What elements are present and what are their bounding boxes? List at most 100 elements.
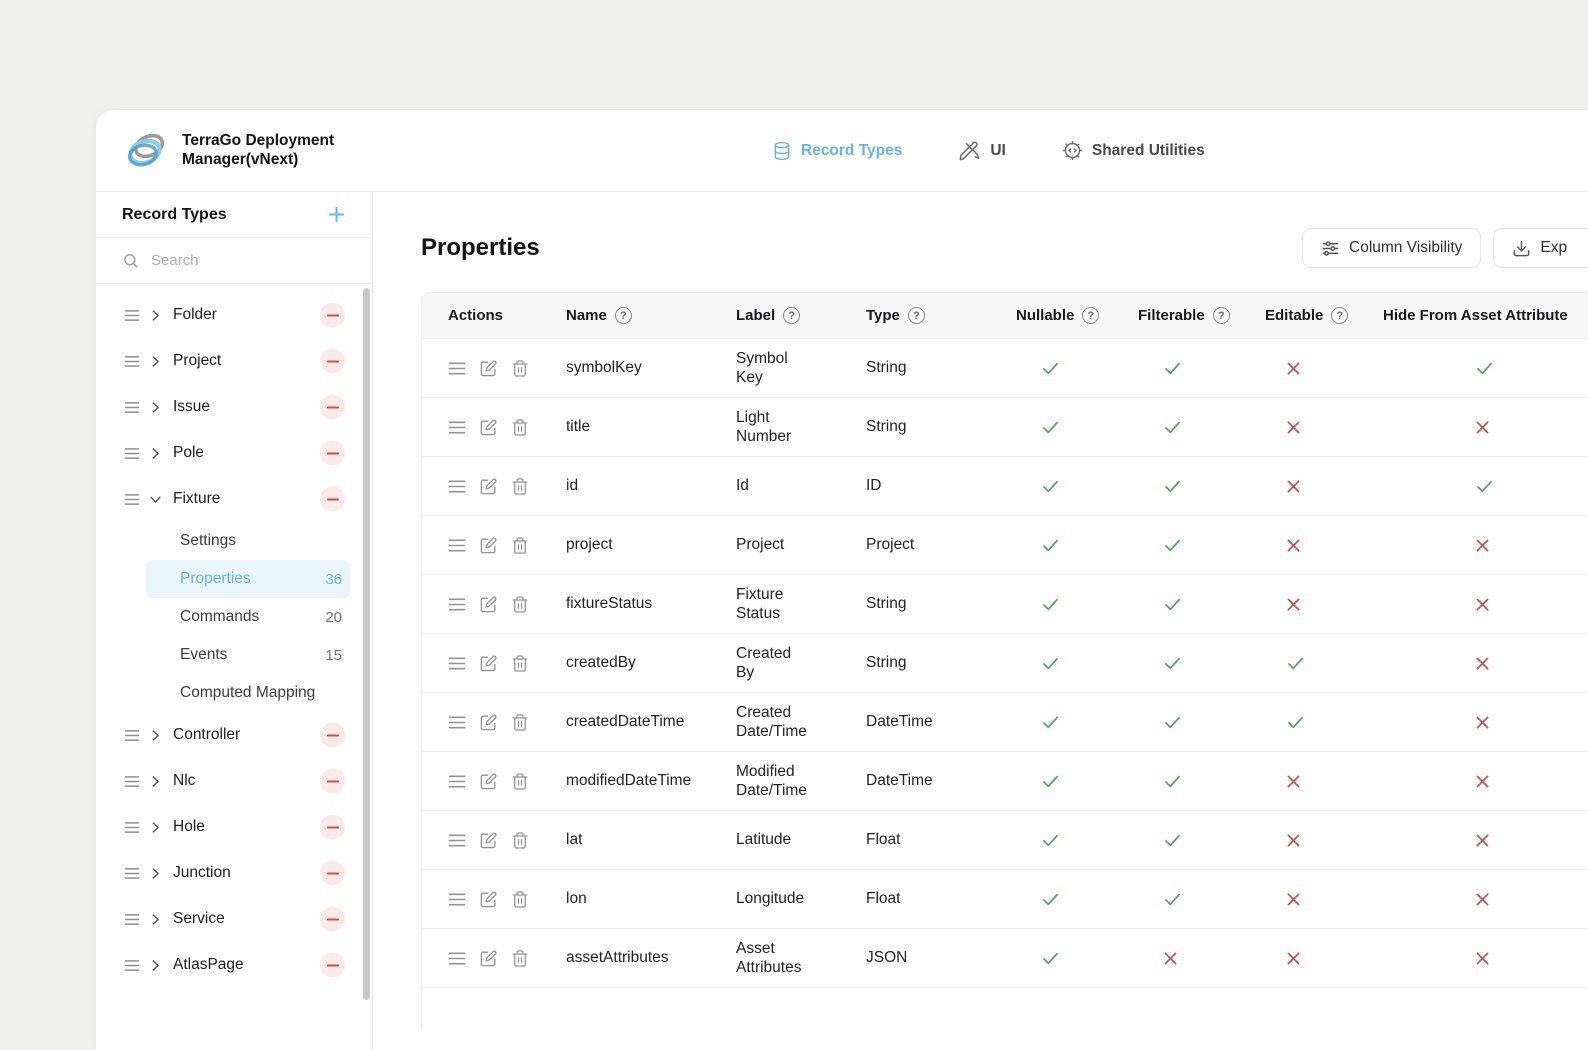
chevron-right-icon[interactable] <box>149 821 162 834</box>
drag-handle-icon[interactable] <box>448 774 466 789</box>
drag-handle-icon[interactable] <box>124 867 140 880</box>
drag-handle-icon[interactable] <box>124 959 140 972</box>
trash-icon[interactable] <box>511 654 529 673</box>
sidebar-subitem-events[interactable]: Events 15 <box>146 636 350 674</box>
sidebar-subitem-commands[interactable]: Commands 20 <box>146 598 350 636</box>
trash-icon[interactable] <box>511 477 529 496</box>
sidebar-item-nlc[interactable]: Nlc <box>96 758 372 804</box>
drag-handle-icon[interactable] <box>448 479 466 494</box>
chevron-right-icon[interactable] <box>149 775 162 788</box>
edit-icon[interactable] <box>479 713 498 732</box>
drag-handle-icon[interactable] <box>448 361 466 376</box>
trash-icon[interactable] <box>511 949 529 968</box>
remove-record-type-button[interactable] <box>320 952 345 978</box>
sidebar-subitem-computed-mapping[interactable]: Computed Mapping <box>146 674 350 712</box>
export-button[interactable]: Exp <box>1493 228 1588 268</box>
drag-handle-icon[interactable] <box>448 420 466 435</box>
sidebar-subitem-properties[interactable]: Properties 36 <box>146 560 350 598</box>
remove-record-type-button[interactable] <box>320 394 345 420</box>
remove-record-type-button[interactable] <box>320 768 345 794</box>
edit-icon[interactable] <box>479 536 498 555</box>
sidebar-subitem-settings[interactable]: Settings <box>146 522 350 560</box>
drag-handle-icon[interactable] <box>124 913 140 926</box>
drag-handle-icon[interactable] <box>448 892 466 907</box>
column-visibility-button[interactable]: Column Visibility <box>1302 228 1482 268</box>
chevron-right-icon[interactable] <box>149 401 162 414</box>
sidebar-item-controller[interactable]: Controller <box>96 712 372 758</box>
help-icon[interactable]: ? <box>614 307 632 324</box>
edit-icon[interactable] <box>479 477 498 496</box>
help-icon[interactable]: ? <box>1212 307 1230 324</box>
help-icon[interactable]: ? <box>783 307 801 324</box>
nav-tab-shared-utilities[interactable]: Shared Utilities <box>1062 140 1205 161</box>
remove-record-type-button[interactable] <box>320 722 345 748</box>
help-icon[interactable]: ? <box>1331 307 1349 324</box>
search-input[interactable] <box>149 251 352 270</box>
drag-handle-icon[interactable] <box>448 597 466 612</box>
edit-icon[interactable] <box>479 654 498 673</box>
chevron-right-icon[interactable] <box>149 867 162 880</box>
sidebar-item-junction[interactable]: Junction <box>96 850 372 896</box>
drag-handle-icon[interactable] <box>124 309 140 322</box>
remove-record-type-button[interactable] <box>320 348 345 374</box>
trash-icon[interactable] <box>511 772 529 791</box>
edit-icon[interactable] <box>479 890 498 909</box>
trash-icon[interactable] <box>511 713 529 732</box>
trash-icon[interactable] <box>511 595 529 614</box>
chevron-right-icon[interactable] <box>149 309 162 322</box>
remove-record-type-button[interactable] <box>320 440 345 466</box>
drag-handle-icon[interactable] <box>124 401 140 414</box>
remove-record-type-button[interactable] <box>320 860 345 886</box>
drag-handle-icon[interactable] <box>124 493 140 506</box>
sidebar-item-folder[interactable]: Folder <box>96 292 372 338</box>
sidebar-item-hole[interactable]: Hole <box>96 804 372 850</box>
sidebar-scrollbar[interactable] <box>363 288 370 1000</box>
chevron-down-icon[interactable] <box>149 493 162 506</box>
edit-icon[interactable] <box>479 418 498 437</box>
search-box[interactable] <box>96 238 372 284</box>
chevron-right-icon[interactable] <box>149 729 162 742</box>
chevron-right-icon[interactable] <box>149 355 162 368</box>
chevron-right-icon[interactable] <box>149 447 162 460</box>
drag-handle-icon[interactable] <box>448 833 466 848</box>
chevron-right-icon[interactable] <box>149 959 162 972</box>
cell-hide-from-asset-attributes <box>1347 929 1588 987</box>
edit-icon[interactable] <box>479 831 498 850</box>
trash-icon[interactable] <box>511 418 529 437</box>
help-icon[interactable]: ? <box>907 307 925 324</box>
cross-icon <box>1285 950 1302 967</box>
sidebar-item-project[interactable]: Project <box>96 338 372 384</box>
trash-icon[interactable] <box>511 536 529 555</box>
remove-record-type-button[interactable] <box>320 814 345 840</box>
edit-icon[interactable] <box>479 949 498 968</box>
nav-tab-record-types[interactable]: Record Types <box>772 141 902 161</box>
drag-handle-icon[interactable] <box>124 447 140 460</box>
sidebar-item-fixture[interactable]: Fixture <box>96 476 372 522</box>
drag-handle-icon[interactable] <box>124 821 140 834</box>
drag-handle-icon[interactable] <box>448 656 466 671</box>
trash-icon[interactable] <box>511 359 529 378</box>
nav-tab-ui[interactable]: UI <box>958 139 1006 162</box>
drag-handle-icon[interactable] <box>124 355 140 368</box>
chevron-right-icon[interactable] <box>149 913 162 926</box>
cell-hide-from-asset-attributes <box>1347 516 1588 574</box>
sidebar-item-issue[interactable]: Issue <box>96 384 372 430</box>
remove-record-type-button[interactable] <box>320 906 345 932</box>
sidebar-item-pole[interactable]: Pole <box>96 430 372 476</box>
trash-icon[interactable] <box>511 831 529 850</box>
sidebar-item-atlaspage[interactable]: AtlasPage <box>96 942 372 988</box>
remove-record-type-button[interactable] <box>320 486 345 512</box>
edit-icon[interactable] <box>479 772 498 791</box>
edit-icon[interactable] <box>479 595 498 614</box>
drag-handle-icon[interactable] <box>448 538 466 553</box>
drag-handle-icon[interactable] <box>124 775 140 788</box>
drag-handle-icon[interactable] <box>448 951 466 966</box>
drag-handle-icon[interactable] <box>448 715 466 730</box>
edit-icon[interactable] <box>479 359 498 378</box>
help-icon[interactable]: ? <box>1082 307 1100 324</box>
sidebar-item-service[interactable]: Service <box>96 896 372 942</box>
remove-record-type-button[interactable] <box>320 302 345 328</box>
add-record-type-button[interactable] <box>327 205 346 224</box>
drag-handle-icon[interactable] <box>124 729 140 742</box>
trash-icon[interactable] <box>511 890 529 909</box>
